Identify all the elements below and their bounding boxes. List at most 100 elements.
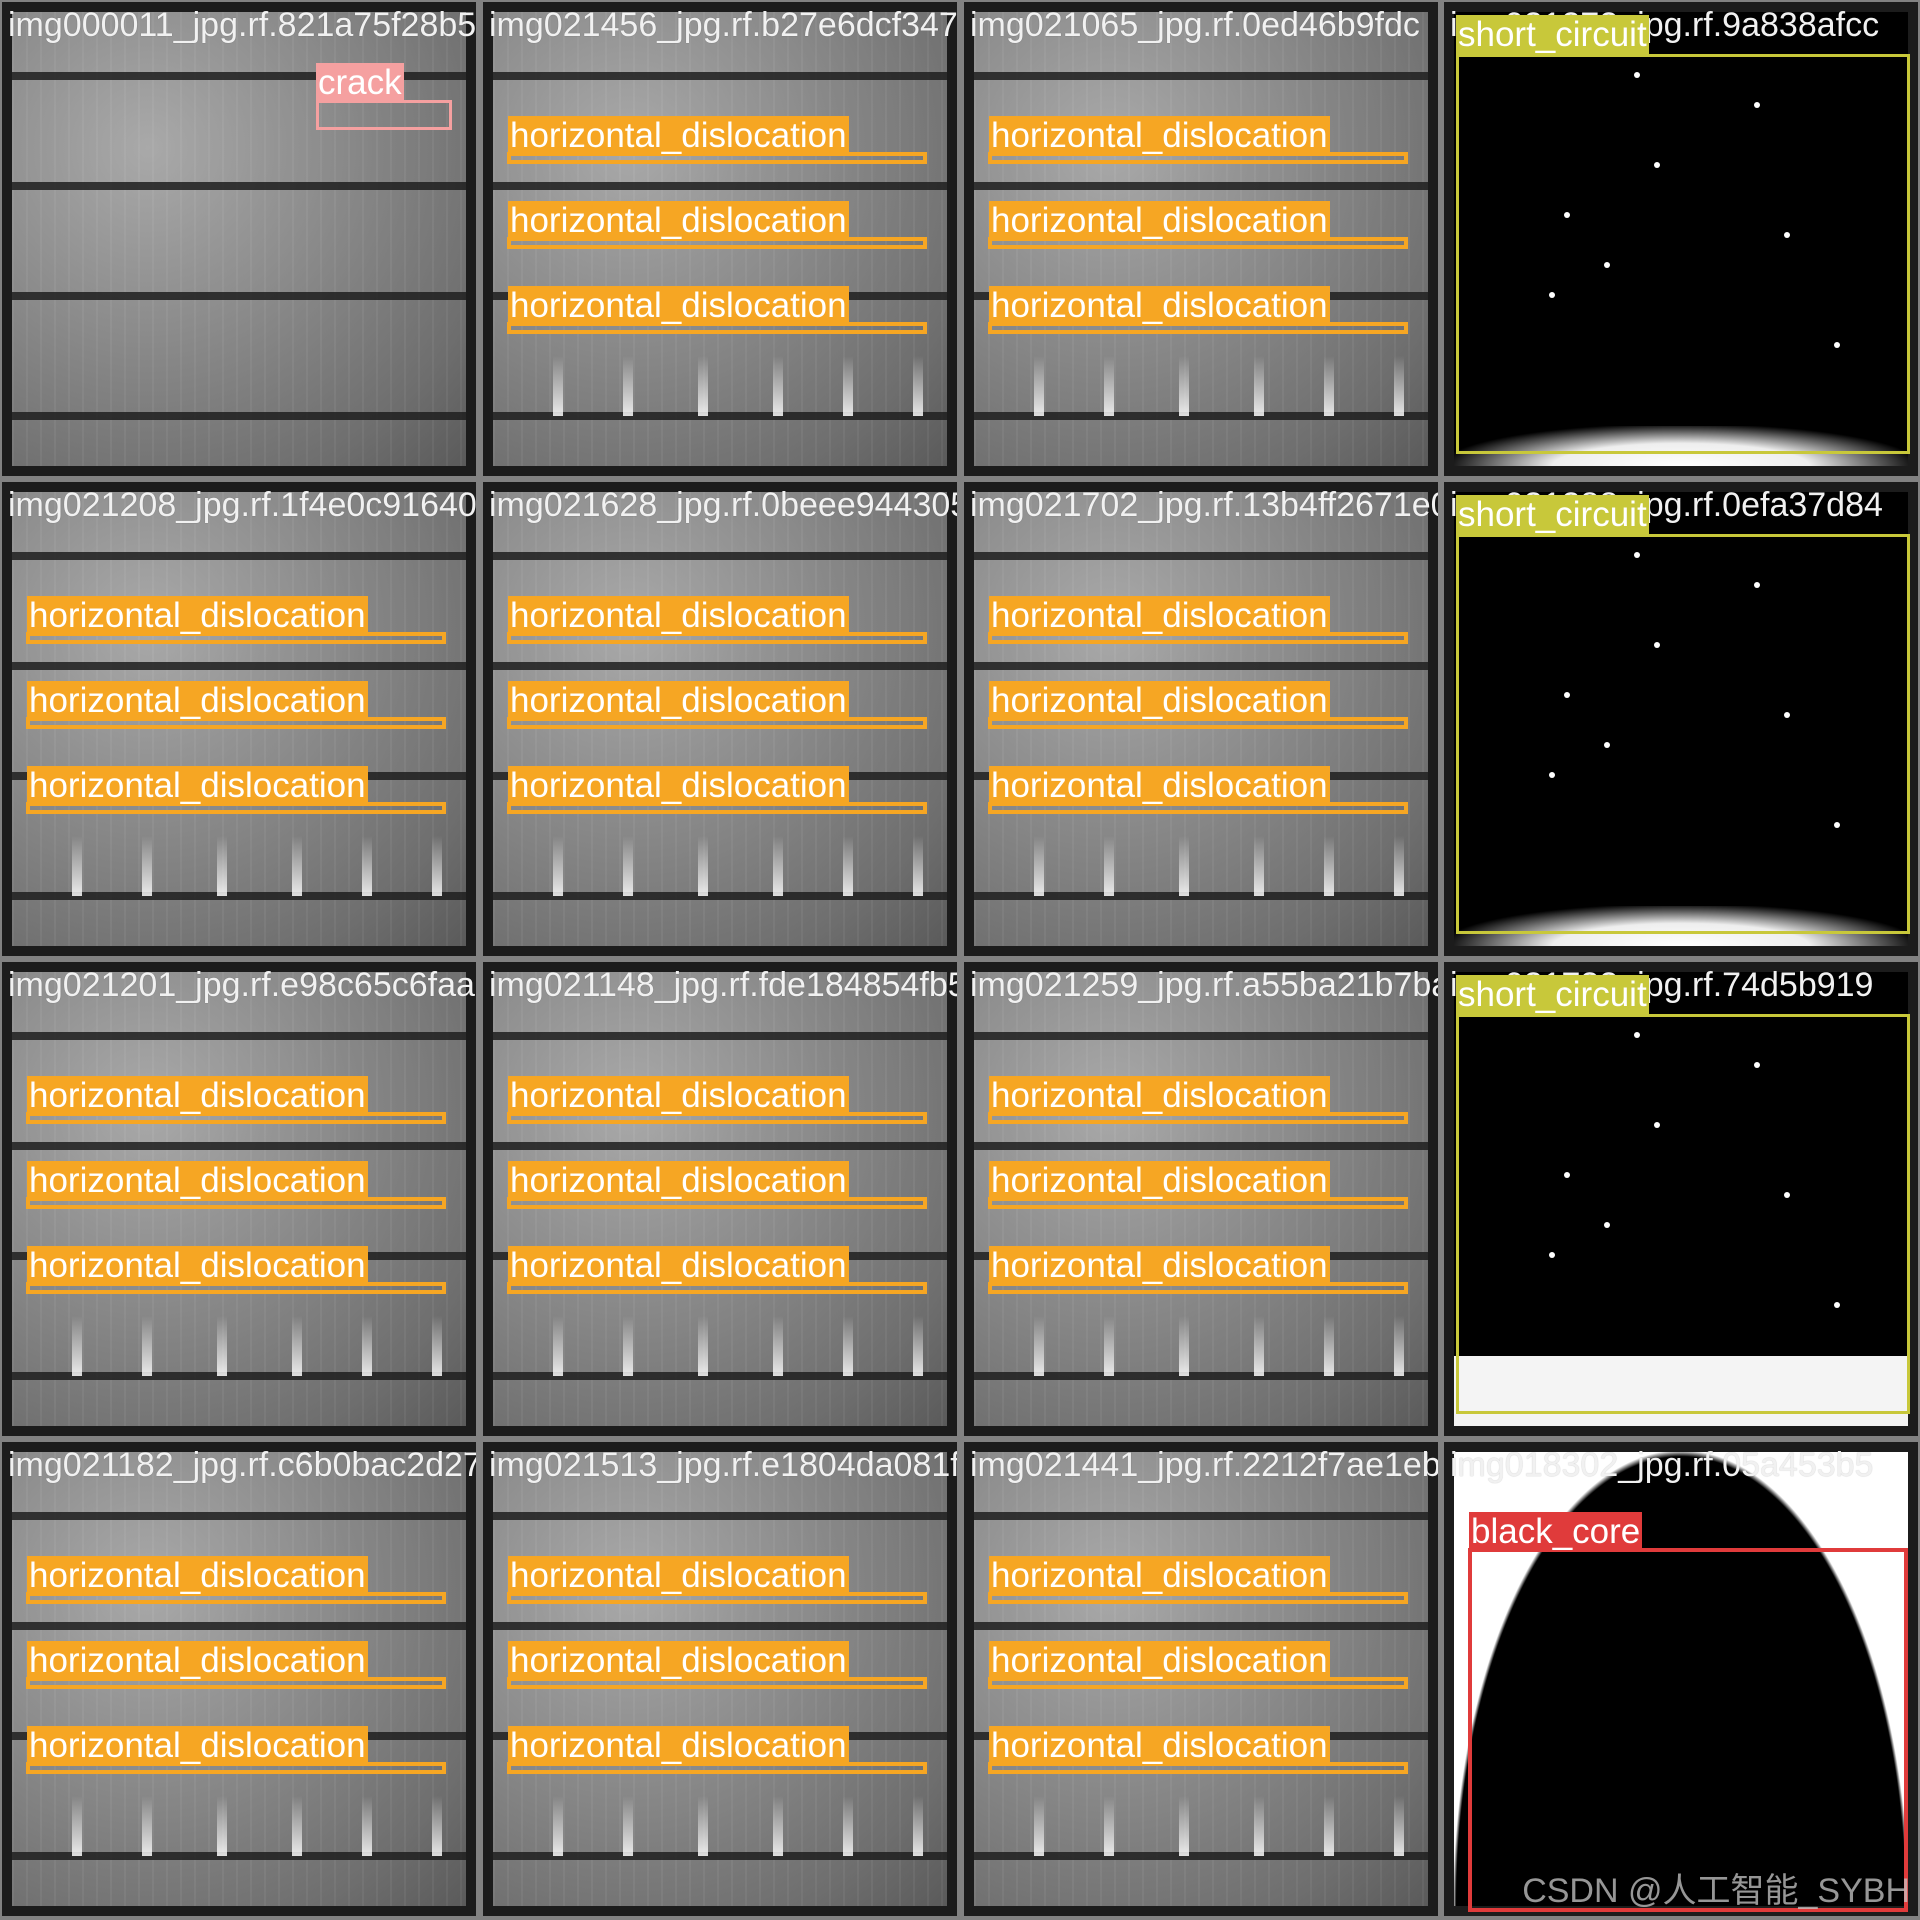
bright-streak [217,1796,227,1856]
defect-dot [1754,582,1760,588]
bbox-horizontal-dislocation[interactable]: horizontal_dislocation [26,1246,446,1294]
busbar-line [493,1372,947,1380]
bbox-horizontal-dislocation[interactable]: horizontal_dislocation [507,116,927,164]
bbox-horizontal-dislocation[interactable]: horizontal_dislocation [988,1641,1408,1689]
bright-streak [553,356,563,416]
bbox-label: horizontal_dislocation [508,1076,849,1116]
busbar-line [974,662,1428,670]
defect-dot [1564,692,1570,698]
defect-dot [1754,1062,1760,1068]
busbar-line [12,72,466,80]
bbox-horizontal-dislocation[interactable]: horizontal_dislocation [507,1161,927,1209]
bright-streak [1324,356,1334,416]
tile-filename: img021628_jpg.rf.0beee9443054217102d6b7c… [489,486,957,524]
defect-dot [1834,1302,1840,1308]
bbox-label: short_circuit [1456,15,1649,55]
bbox-horizontal-dislocation[interactable]: horizontal_dislocation [507,286,927,334]
bbox-horizontal-dislocation[interactable]: horizontal_dislocation [26,766,446,814]
busbar-line [493,1512,947,1520]
defect-dot [1634,1032,1640,1038]
bright-streak [698,356,708,416]
bbox-label: horizontal_dislocation [27,766,368,806]
tile-filename: img021208_jpg.rf.1f4e0c9164018031609de87… [8,486,476,524]
bbox-horizontal-dislocation[interactable]: horizontal_dislocation [507,681,927,729]
image-tile: img018302_jpg.rf.05a453b5 black_core [1444,1442,1918,1916]
bbox-horizontal-dislocation[interactable]: horizontal_dislocation [26,1641,446,1689]
defect-dot [1654,642,1660,648]
bbox-horizontal-dislocation[interactable]: horizontal_dislocation [988,1556,1408,1604]
bbox-short-circuit[interactable]: short_circuit [1456,975,1910,1414]
bbox-horizontal-dislocation[interactable]: horizontal_dislocation [988,681,1408,729]
bbox-label: horizontal_dislocation [27,1161,368,1201]
bbox-horizontal-dislocation[interactable]: horizontal_dislocation [507,1076,927,1124]
solar-cell-image [1454,972,1908,1426]
bbox-horizontal-dislocation[interactable]: horizontal_dislocation [507,1246,927,1294]
bright-streak [1179,356,1189,416]
bright-streak [1179,836,1189,896]
bbox-horizontal-dislocation[interactable]: horizontal_dislocation [988,596,1408,644]
bbox-horizontal-dislocation[interactable]: horizontal_dislocation [507,1641,927,1689]
bbox-horizontal-dislocation[interactable]: horizontal_dislocation [26,1076,446,1124]
bbox-horizontal-dislocation[interactable]: horizontal_dislocation [507,596,927,644]
bright-streak [1179,1796,1189,1856]
defect-dot [1634,552,1640,558]
bright-streak [217,1316,227,1376]
image-tile: img021065_jpg.rf.0ed46b9fdc horizontal_di… [964,2,1438,476]
bright-streak [1324,836,1334,896]
bbox-horizontal-dislocation[interactable]: horizontal_dislocation [988,1161,1408,1209]
image-tile: img021456_jpg.rf.b27e6dcf3474071065d9060… [483,2,957,476]
bbox-horizontal-dislocation[interactable]: horizontal_dislocation [507,766,927,814]
bright-streak [773,356,783,416]
bbox-horizontal-dislocation[interactable]: horizontal_dislocation [26,681,446,729]
bbox-crack[interactable]: crack [316,63,452,130]
bbox-short-circuit[interactable]: short_circuit [1456,15,1910,454]
bbox-horizontal-dislocation[interactable]: horizontal_dislocation [507,1726,927,1774]
bbox-label: horizontal_dislocation [989,766,1330,806]
bright-streak [1034,1796,1044,1856]
bright-streak [292,836,302,896]
bbox-horizontal-dislocation[interactable]: horizontal_dislocation [988,116,1408,164]
bbox-short-circuit[interactable]: short_circuit [1456,495,1910,934]
bbox-horizontal-dislocation[interactable]: horizontal_dislocation [988,201,1408,249]
busbar-line [974,1512,1428,1520]
bright-streak [843,836,853,896]
busbar-line [12,292,466,300]
busbar-line [493,1142,947,1150]
bbox-horizontal-dislocation[interactable]: horizontal_dislocation [988,766,1408,814]
bbox-horizontal-dislocation[interactable]: horizontal_dislocation [988,1726,1408,1774]
bright-streak [1324,1316,1334,1376]
busbar-line [12,1622,466,1630]
image-tile: img021628_jpg.rf.0beee9443054217102d6b7c… [483,482,957,956]
bright-streak [698,1316,708,1376]
bbox-label: horizontal_dislocation [989,1556,1330,1596]
bbox-label: horizontal_dislocation [989,1246,1330,1286]
bbox-horizontal-dislocation[interactable]: horizontal_dislocation [988,286,1408,334]
defect-dot [1784,1192,1790,1198]
bright-streak [1034,1316,1044,1376]
bbox-horizontal-dislocation[interactable]: horizontal_dislocation [26,1556,446,1604]
bbox-black-core[interactable]: black_core [1468,1512,1908,1912]
bbox-horizontal-dislocation[interactable]: horizontal_dislocation [26,1726,446,1774]
bright-streak [1254,1316,1264,1376]
defect-dot [1834,822,1840,828]
bbox-horizontal-dislocation[interactable]: horizontal_dislocation [507,1556,927,1604]
bbox-label: horizontal_dislocation [989,286,1330,326]
bright-streak [773,836,783,896]
bbox-horizontal-dislocation[interactable]: horizontal_dislocation [988,1076,1408,1124]
bright-streak [1394,836,1404,896]
defect-dot [1634,72,1640,78]
bbox-horizontal-dislocation[interactable]: horizontal_dislocation [507,201,927,249]
defect-dot [1834,342,1840,348]
busbar-line [12,412,466,420]
bright-streak [1179,1316,1189,1376]
bright-streak [142,836,152,896]
image-tile: img021288_jpg.rf.0efa37d84 short_circuit [1444,482,1918,956]
bbox-horizontal-dislocation[interactable]: horizontal_dislocation [988,1246,1408,1294]
defect-dot [1604,262,1610,268]
tile-filename: img021182_jpg.rf.c6b0bac2d27632151131d7d… [8,1446,476,1484]
bright-streak [1324,1796,1334,1856]
bbox-horizontal-dislocation[interactable]: horizontal_dislocation [26,596,446,644]
bright-streak [773,1316,783,1376]
bbox-horizontal-dislocation[interactable]: horizontal_dislocation [26,1161,446,1209]
bright-streak [1254,836,1264,896]
